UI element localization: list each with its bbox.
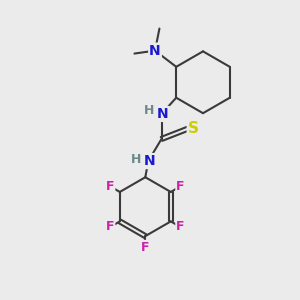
Text: N: N <box>157 107 169 121</box>
Text: H: H <box>131 153 141 166</box>
Text: F: F <box>106 220 114 233</box>
Text: F: F <box>106 180 114 193</box>
Text: F: F <box>176 220 185 233</box>
Text: H: H <box>144 104 154 117</box>
Text: N: N <box>144 154 155 168</box>
Text: S: S <box>188 121 199 136</box>
Text: N: N <box>149 44 161 58</box>
Text: F: F <box>176 180 185 193</box>
Text: F: F <box>141 241 150 254</box>
